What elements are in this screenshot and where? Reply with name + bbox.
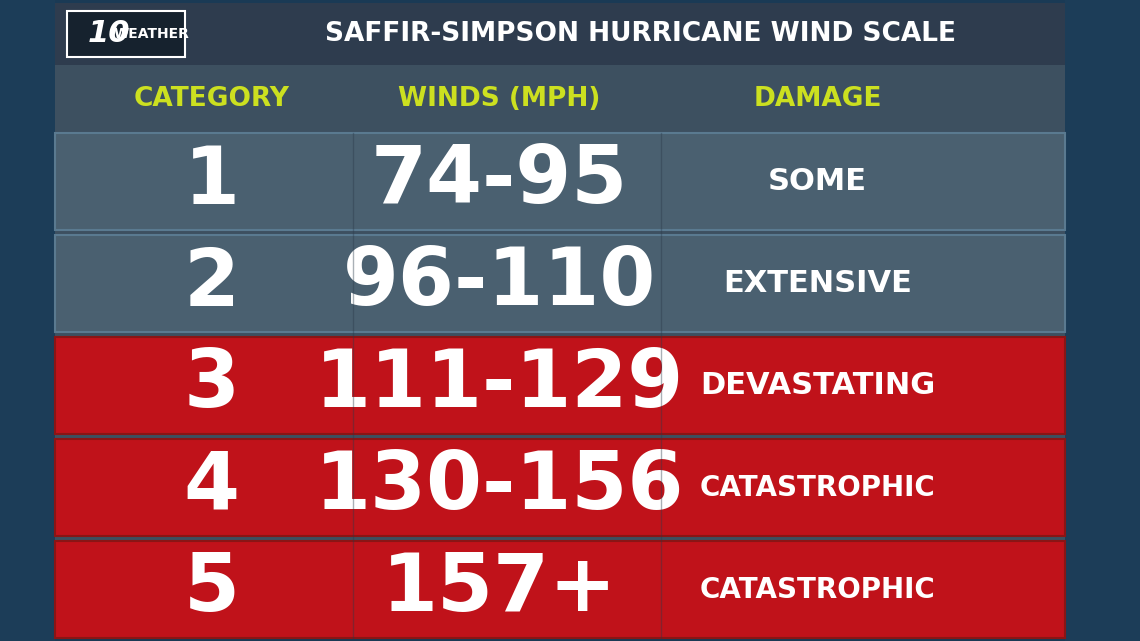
Bar xyxy=(55,65,1065,133)
Text: 157+: 157+ xyxy=(382,551,617,628)
Text: 130-156: 130-156 xyxy=(315,449,684,526)
Text: SAFFIR-SIMPSON HURRICANE WIND SCALE: SAFFIR-SIMPSON HURRICANE WIND SCALE xyxy=(325,21,956,47)
Bar xyxy=(55,337,1065,434)
Text: WEATHER: WEATHER xyxy=(114,27,190,41)
Text: 111-129: 111-129 xyxy=(315,347,684,424)
Text: DAMAGE: DAMAGE xyxy=(754,86,882,112)
Text: 2: 2 xyxy=(184,244,239,322)
Bar xyxy=(55,235,1065,332)
Text: 96-110: 96-110 xyxy=(343,244,657,322)
Text: 4: 4 xyxy=(184,449,239,526)
Text: 1: 1 xyxy=(184,142,239,221)
Text: SOME: SOME xyxy=(768,167,868,196)
Text: WINDS (MPH): WINDS (MPH) xyxy=(398,86,601,112)
Text: DEVASTATING: DEVASTATING xyxy=(700,371,935,400)
Bar xyxy=(55,133,1065,230)
Bar xyxy=(1065,0,1140,641)
Text: 3: 3 xyxy=(184,347,239,424)
Text: CATASTROPHIC: CATASTROPHIC xyxy=(700,474,936,501)
Text: CATASTROPHIC: CATASTROPHIC xyxy=(700,576,936,603)
Text: EXTENSIVE: EXTENSIVE xyxy=(723,269,912,298)
Text: 5: 5 xyxy=(184,551,239,628)
Bar xyxy=(55,541,1065,638)
Bar xyxy=(55,133,1065,638)
Bar xyxy=(67,11,185,57)
Text: CATEGORY: CATEGORY xyxy=(133,86,290,112)
Text: 74-95: 74-95 xyxy=(370,142,628,221)
Bar xyxy=(55,439,1065,536)
Text: 10: 10 xyxy=(88,19,130,49)
Bar xyxy=(0,0,55,641)
Bar xyxy=(55,3,1065,65)
